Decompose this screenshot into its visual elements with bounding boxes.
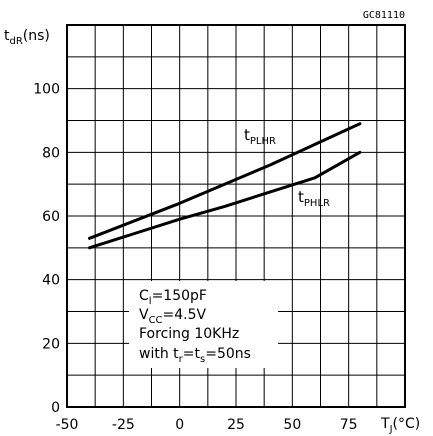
y-axis-label-unit: (ns) (23, 28, 50, 44)
x-tick-labels: -50 -25 0 25 50 75 (56, 417, 358, 433)
series-layer (88, 122, 362, 250)
x-tick-label: -50 (56, 417, 79, 433)
x-tick-label: 75 (340, 417, 358, 433)
series-label-tphlr: tPHLR (298, 188, 330, 209)
x-tick-label: -25 (112, 417, 135, 433)
x-axis-label-sub: J (389, 424, 393, 435)
y-axis-label-sub: dR (10, 36, 23, 47)
annotation-line-2: VCC=4.5V (139, 307, 207, 326)
annotation-line-4: with tr=ts=50ns (139, 346, 251, 365)
x-axis-label-main: T (380, 416, 390, 432)
series-label-tplhr: tPLHR (244, 126, 276, 147)
annotation-box (129, 281, 278, 368)
x-axis-label-unit: (°C) (393, 416, 421, 432)
series-line-tphlr (88, 150, 362, 250)
x-axis-label: TJ(°C) (380, 416, 420, 435)
plot-frame (66, 24, 406, 408)
y-tick-label: 80 (42, 145, 60, 161)
y-tick-label: 60 (42, 209, 60, 225)
y-tick-labels: 0 20 40 60 80 100 (33, 82, 60, 416)
series-line-tplhr (88, 122, 362, 240)
annotation: Cl=150pF VCC=4.5V Forcing 10KHz with tr=… (139, 288, 251, 365)
annotation-line-1: Cl=150pF (139, 288, 207, 307)
y-tick-label: 0 (51, 400, 60, 416)
x-tick-label: 0 (175, 417, 184, 433)
annotation-line-3: Forcing 10KHz (139, 326, 239, 342)
y-axis-label-main: t (4, 28, 10, 44)
y-tick-label: 20 (42, 336, 60, 352)
x-tick-label: 50 (283, 417, 301, 433)
y-axis-label: tdR(ns) (4, 28, 50, 47)
figure-code: GC81110 (363, 10, 405, 21)
x-tick-label: 25 (227, 417, 245, 433)
y-tick-label: 100 (33, 82, 60, 98)
y-tick-label: 40 (42, 273, 60, 289)
